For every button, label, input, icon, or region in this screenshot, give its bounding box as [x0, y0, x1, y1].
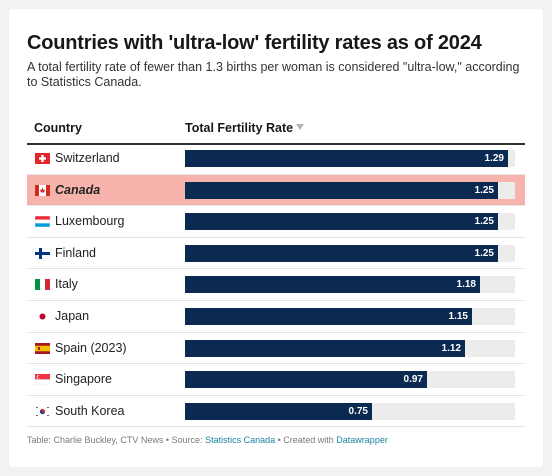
bar: 1.25 [185, 244, 498, 262]
table-row: Japan 1.15 [27, 301, 525, 333]
bar: 0.75 [185, 402, 372, 420]
switzerland-flag-icon [35, 153, 50, 164]
datawrapper-link[interactable]: Datawrapper [336, 435, 388, 445]
bar: 1.12 [185, 339, 465, 357]
footer-created-with: • Created with [275, 435, 337, 445]
bar-track: 1.15 [185, 307, 515, 325]
south-korea-flag-icon [35, 405, 50, 417]
chart-card: Countries with 'ultra-low' fertility rat… [9, 9, 543, 467]
table-row: Italy 1.18 [27, 269, 525, 301]
table-row: Finland 1.25 [27, 238, 525, 270]
bar-value-label: 1.25 [474, 247, 494, 259]
bar-track: 1.25 [185, 181, 515, 199]
bar-value-label: 1.12 [441, 342, 461, 354]
country-label: Canada [55, 182, 101, 197]
bar-value-label: 1.18 [456, 279, 476, 291]
footer-credit: Table: Charlie Buckley, CTV News • Sourc… [27, 435, 206, 445]
country-label: Switzerland [55, 151, 120, 165]
source-link[interactable]: Statistics Canada [205, 435, 276, 445]
bar-value-label: 0.75 [348, 405, 368, 417]
bar-track: 0.97 [185, 371, 515, 389]
bar: 1.18 [185, 276, 480, 294]
country-label: Luxembourg [55, 214, 125, 229]
bar-track: 1.12 [185, 339, 515, 357]
bar-value-label: 1.25 [474, 216, 494, 228]
bar: 0.97 [185, 371, 427, 389]
country-label: Spain (2023) [55, 340, 127, 355]
table-row: Spain (2023) 1.12 [27, 333, 525, 365]
footer-note: Table: Charlie Buckley, CTV News • Sourc… [27, 435, 388, 445]
country-label: Singapore [55, 372, 112, 387]
sort-descending-icon[interactable] [296, 124, 304, 130]
country-column-header[interactable]: Country [34, 121, 82, 135]
country-label: Japan [55, 308, 90, 323]
table-row: Canada 1.25 [27, 174, 525, 207]
bar-track: 0.75 [185, 402, 515, 420]
table-row: Singapore 0.97 [27, 364, 525, 396]
bar: 1.25 [185, 181, 498, 199]
table-row: South Korea 0.75 [27, 396, 525, 428]
bar: 1.29 [185, 150, 508, 167]
bar-value-label: 1.15 [448, 310, 468, 322]
luxembourg-flag-icon [35, 216, 50, 228]
bar-value-label: 0.97 [403, 374, 423, 386]
chart-subtitle: A total fertility rate of fewer than 1.3… [27, 60, 520, 89]
table-row: Luxembourg 1.25 [27, 206, 525, 238]
fertility-rate-column-header[interactable]: Total Fertility Rate [185, 121, 294, 135]
bar-track: 1.25 [185, 244, 515, 262]
japan-flag-icon [35, 310, 50, 322]
chart-title: Countries with 'ultra-low' fertility rat… [27, 32, 482, 54]
finland-flag-icon [35, 247, 50, 259]
spain-flag-icon [35, 342, 50, 354]
table-body: Switzerland 1.29 Canada 1.25 Luxembourg 1.25 F… [27, 143, 525, 428]
country-label: Finland [55, 245, 96, 260]
bar-value-label: 1.29 [484, 153, 504, 164]
country-label: South Korea [55, 403, 125, 418]
bar: 1.25 [185, 213, 498, 231]
bar-track: 1.18 [185, 276, 515, 294]
bar-track: 1.25 [185, 213, 515, 231]
bar-value-label: 1.25 [474, 184, 494, 196]
singapore-flag-icon [35, 374, 50, 386]
bar: 1.15 [185, 307, 472, 325]
table-header: Country Total Fertility Rate [27, 111, 525, 145]
italy-flag-icon [35, 279, 50, 291]
bar-track: 1.29 [185, 150, 515, 167]
country-label: Italy [55, 277, 78, 292]
table-row: Switzerland 1.29 [27, 143, 525, 175]
canada-flag-icon [35, 184, 50, 196]
